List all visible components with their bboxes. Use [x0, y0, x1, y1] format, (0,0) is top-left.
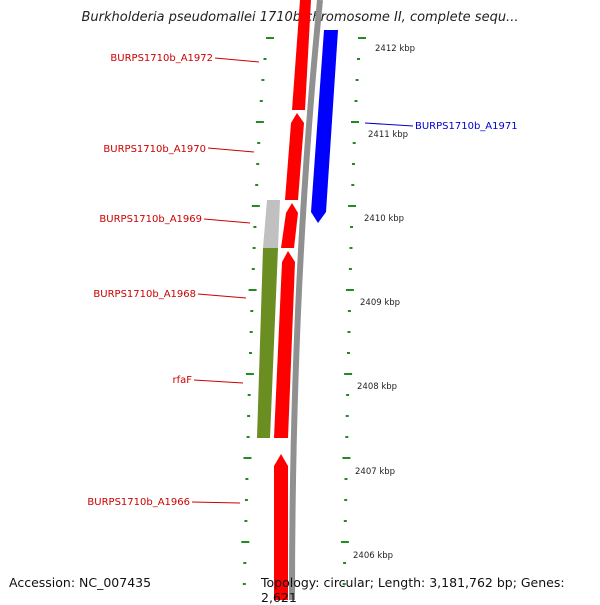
gene-block-a1968[interactable] — [274, 251, 295, 438]
scale-ticks-right — [340, 37, 366, 585]
feature-grey-block — [263, 200, 280, 248]
scale-label-2410: 2410 kbp — [364, 214, 404, 224]
gene-label-a1972[interactable]: BURPS1710b_A1972 — [110, 53, 213, 64]
gene-label-a1970[interactable]: BURPS1710b_A1970 — [103, 144, 206, 155]
summary-text: Topology: circular; Length: 3,181,762 bp… — [261, 575, 565, 605]
leader-line-rfaF — [193, 379, 244, 384]
leader-line-a1971 — [364, 122, 414, 127]
scale-label-2411: 2411 kbp — [368, 130, 408, 140]
leader-line-a1966 — [191, 501, 241, 504]
gene-label-a1971[interactable]: BURPS1710b_A1971 — [415, 121, 518, 132]
gene-label-a1968[interactable]: BURPS1710b_A1968 — [93, 289, 196, 300]
leader-line-a1972 — [214, 57, 260, 63]
gene-label-rfaF[interactable]: rfaF — [172, 375, 192, 386]
rfaF-feature-block[interactable] — [257, 248, 278, 438]
gene-block-a1971[interactable] — [311, 30, 338, 223]
gene-block-a1966[interactable] — [274, 454, 288, 600]
gene-block-a1970[interactable] — [285, 113, 304, 200]
gene-block-a1972[interactable] — [292, 0, 311, 110]
scale-label-2408: 2408 kbp — [357, 382, 397, 392]
leader-line-a1968 — [197, 293, 247, 299]
gene-block-a1969[interactable] — [281, 203, 298, 248]
gene-label-a1966[interactable]: BURPS1710b_A1966 — [87, 497, 190, 508]
scale-label-2406: 2406 kbp — [353, 551, 393, 561]
accession-text: Accession: NC_007435 — [9, 575, 152, 590]
gene-label-a1969[interactable]: BURPS1710b_A1969 — [99, 214, 202, 225]
leader-line-a1970 — [207, 147, 255, 153]
scale-label-2409: 2409 kbp — [360, 298, 400, 308]
scale-ticks-left — [241, 37, 274, 585]
leader-line-a1969 — [203, 218, 251, 224]
chromosome-backbone — [289, 0, 323, 600]
scale-label-2412: 2412 kbp — [375, 44, 415, 54]
scale-label-2407: 2407 kbp — [355, 467, 395, 477]
